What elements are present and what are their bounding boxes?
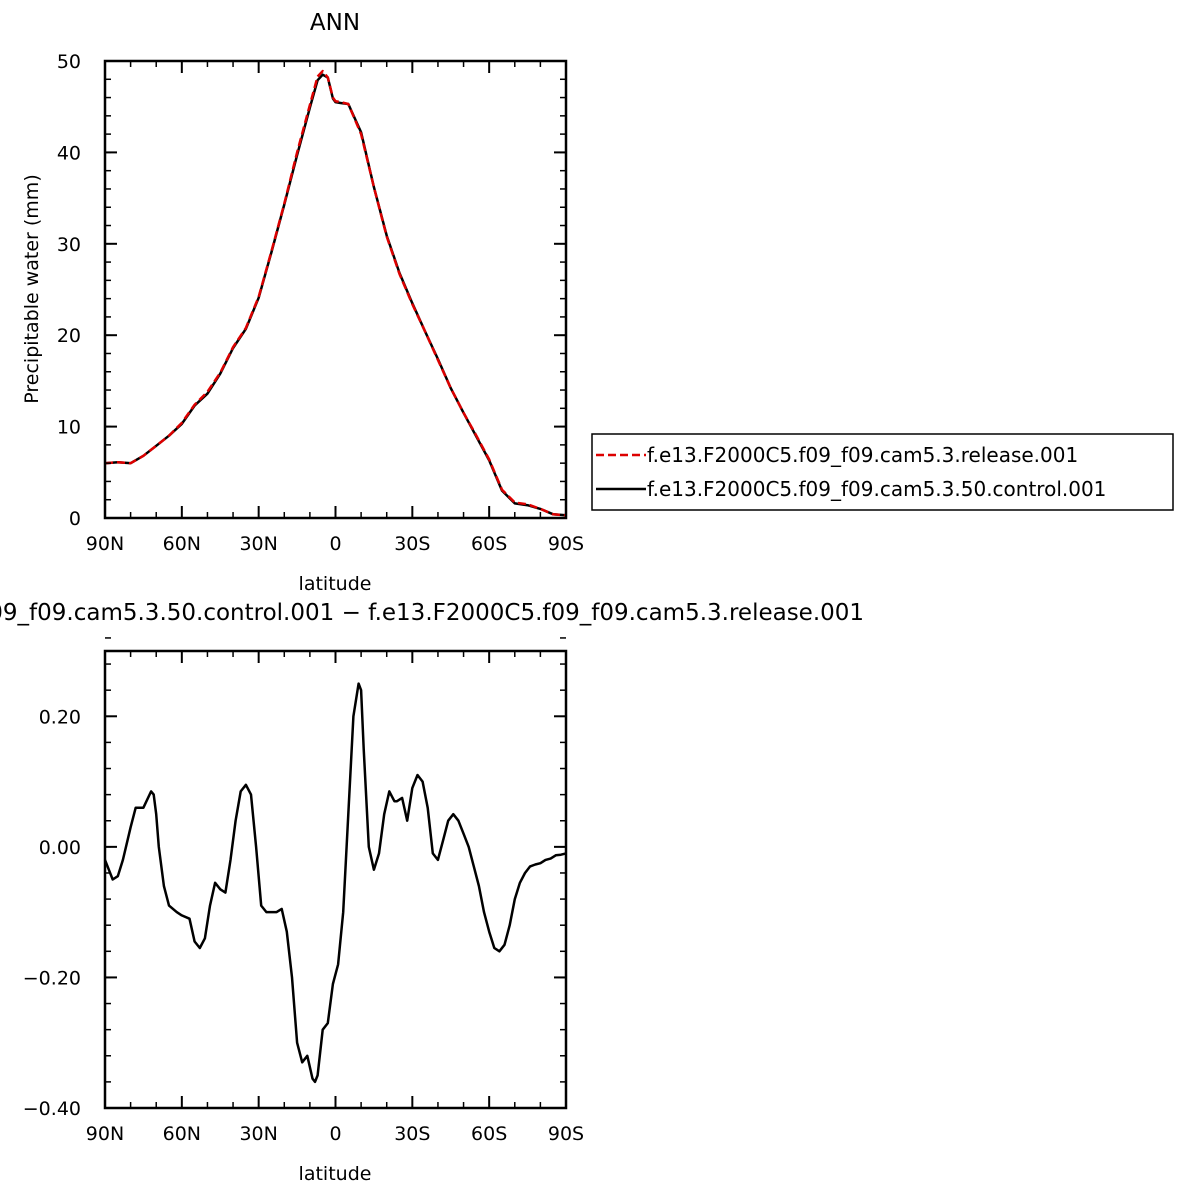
- top-chart-frame: [103, 59, 568, 520]
- top-chart-plot-area: [104, 69, 567, 517]
- top-chart-title: ANN: [310, 10, 360, 36]
- top-y-tick-label: 40: [57, 142, 81, 164]
- legend-box: [591, 433, 1174, 511]
- bottom-y-tick-label: −0.20: [23, 967, 81, 989]
- top-y-tick-label: 0: [69, 508, 81, 530]
- top-y-tick-label: 20: [57, 325, 81, 347]
- bottom-x-tick-label: 0: [329, 1123, 341, 1145]
- top-x-tick-label: 30N: [239, 533, 277, 555]
- bottom-chart-frame: [103, 649, 568, 1110]
- bottom-chart-x-axis-label: latitude: [299, 1163, 372, 1185]
- top-series-line-release: [104, 69, 567, 517]
- bottom-chart-panel: f.e13.F2000C5.f09_f09.cam5.3.50.control.…: [0, 600, 864, 1185]
- top-chart-x-axis-label: latitude: [299, 573, 372, 595]
- bottom-series-line-control: [103, 682, 567, 1084]
- bottom-y-tick-label: 0.00: [39, 837, 81, 859]
- top-x-tick-label: 0: [329, 533, 341, 555]
- bottom-chart-axes: 90N 60N 30N 0 30S 60S 90S −0.40 −0.20 0.00 0.20: [23, 637, 584, 1145]
- bottom-x-tick-label: 60N: [163, 1123, 201, 1145]
- top-x-tick-label: 60N: [163, 533, 201, 555]
- bottom-x-tick-label: 60S: [471, 1123, 507, 1145]
- bottom-y-tick-label: −0.40: [23, 1098, 81, 1120]
- legend: f.e13.F2000C5.f09_f09.cam5.3.release.001…: [591, 433, 1174, 511]
- top-y-tick-label: 50: [57, 51, 81, 73]
- top-chart-panel: ANN 90N 60N 30N 0 30S 60S 90S 0 10 20 30 40 50 latit…: [21, 10, 584, 595]
- legend-label-release: f.e13.F2000C5.f09_f09.cam5.3.release.001: [647, 443, 1078, 467]
- top-x-tick-label: 90S: [548, 533, 584, 555]
- bottom-x-tick-label: 30N: [239, 1123, 277, 1145]
- top-x-tick-label: 60S: [471, 533, 507, 555]
- bottom-chart-title: f.e13.F2000C5.f09_f09.cam5.3.50.control.…: [0, 600, 864, 626]
- top-y-tick-label: 10: [57, 417, 81, 439]
- bottom-y-tick-label: 0.20: [39, 706, 81, 728]
- top-chart-y-axis-label: Precipitable water (mm): [21, 174, 43, 403]
- top-x-tick-label: 90N: [86, 533, 124, 555]
- bottom-chart-plot-area: [103, 682, 567, 1084]
- bottom-x-tick-label: 30S: [394, 1123, 430, 1145]
- top-series-line-control: [104, 73, 567, 517]
- legend-label-control: f.e13.F2000C5.f09_f09.cam5.3.50.control.…: [647, 477, 1106, 501]
- top-y-tick-label: 30: [57, 234, 81, 256]
- top-x-tick-label: 30S: [394, 533, 430, 555]
- top-chart-axes: 90N 60N 30N 0 30S 60S 90S 0 10 20 30 40 50: [57, 51, 584, 555]
- bottom-x-tick-label: 90S: [548, 1123, 584, 1145]
- bottom-x-tick-label: 90N: [86, 1123, 124, 1145]
